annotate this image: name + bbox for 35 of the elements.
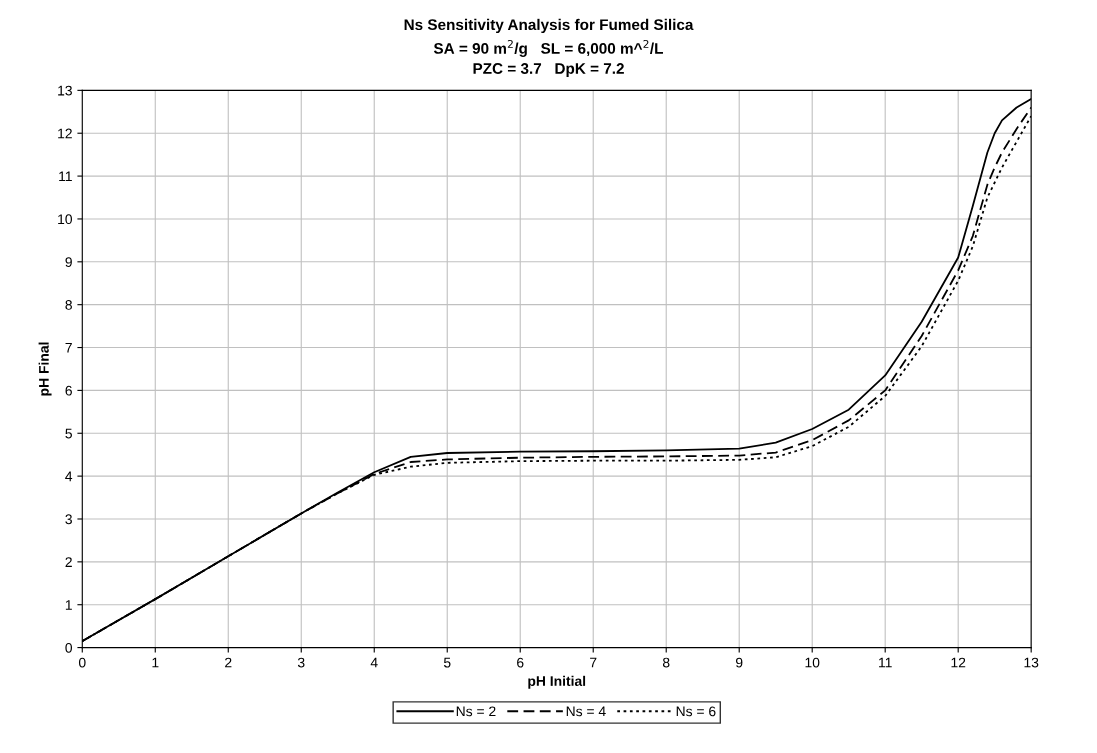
x-tick-label: 8 bbox=[662, 657, 670, 668]
x-tick-label: 10 bbox=[805, 657, 820, 668]
y-tick-label: 9 bbox=[65, 257, 72, 267]
x-tick-label: 5 bbox=[443, 657, 451, 668]
x-axis-title: pH Initial bbox=[528, 675, 586, 689]
chart-title: Ns Sensitivity Analysis for Fumed Silica bbox=[404, 18, 694, 34]
y-tick-label: 3 bbox=[65, 514, 72, 525]
x-tick-label: 7 bbox=[590, 657, 597, 668]
x-tick-label: 12 bbox=[951, 657, 966, 668]
x-tick-label: 4 bbox=[370, 657, 378, 668]
y-tick-label: 12 bbox=[58, 128, 72, 139]
legend-label: Ns = 4 bbox=[566, 706, 606, 717]
y-tick-label: 0 bbox=[65, 642, 73, 653]
y-tick-label: 7 bbox=[65, 343, 72, 353]
y-tick-label: 6 bbox=[65, 385, 72, 396]
x-tick-label: 0 bbox=[78, 657, 86, 668]
text: SA = 90 m$^{2}$/g SL = 6,000 m^$^{2}$/L PZC = 3.7 DpK = 7.2 bbox=[433, 39, 663, 77]
legend-label: Ns = 2 bbox=[456, 706, 496, 717]
y-tick-label: 2 bbox=[65, 557, 72, 567]
x-tick-label: 2 bbox=[225, 657, 232, 668]
y-tick-label: 10 bbox=[58, 214, 73, 225]
y-tick-label: 4 bbox=[65, 471, 73, 482]
y-tick-label: 8 bbox=[65, 300, 72, 310]
x-tick-label: 3 bbox=[297, 657, 305, 668]
y-axis-title: pH Final bbox=[38, 342, 52, 396]
y-tick-label: 13 bbox=[58, 85, 72, 96]
y-tick-label: 1 bbox=[65, 600, 72, 610]
x-tick-label: 9 bbox=[736, 657, 743, 668]
x-tick-label: 13 bbox=[1024, 657, 1039, 668]
x-tick-label: 11 bbox=[879, 657, 892, 668]
y-tick-label: 5 bbox=[65, 428, 72, 439]
y-tick-label: 11 bbox=[59, 171, 72, 182]
legend-label: Ns = 6 bbox=[676, 706, 716, 717]
x-tick-label: 1 bbox=[152, 657, 159, 668]
x-tick-label: 6 bbox=[517, 657, 524, 668]
